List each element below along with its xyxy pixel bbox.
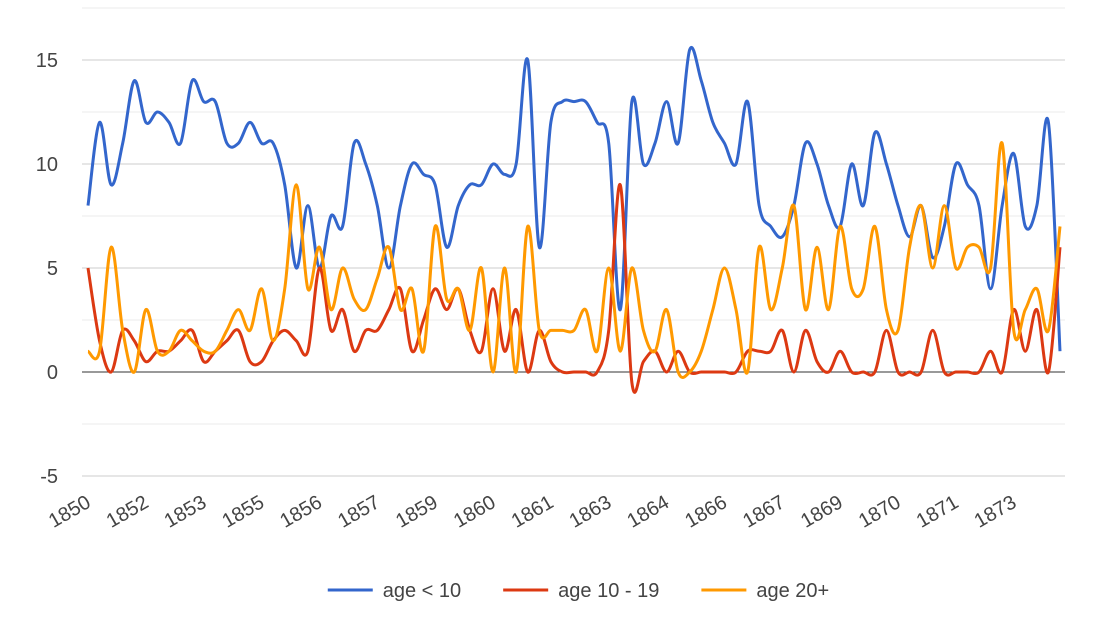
x-tick-label: 1853 — [161, 491, 211, 532]
x-tick-label: 1871 — [913, 491, 963, 532]
x-tick-label: 1855 — [219, 491, 269, 532]
x-tick-label: 1861 — [508, 491, 558, 532]
x-tick-label: 1856 — [276, 491, 326, 532]
legend-label: age 20+ — [756, 580, 829, 602]
x-tick-label: 1852 — [103, 491, 153, 532]
x-tick-label: 1859 — [392, 491, 442, 532]
x-tick-label: 1857 — [334, 491, 384, 532]
series-line — [86, 183, 1062, 394]
legend: age < 10 age 10 - 19 age 20+ — [327, 580, 829, 602]
x-tick-label: 1866 — [681, 491, 731, 532]
x-tick-label: 1867 — [739, 491, 789, 532]
x-tick-label: 1864 — [624, 491, 674, 532]
series-line — [86, 141, 1062, 379]
legend-label: age < 10 — [383, 580, 461, 602]
x-tick-label: 1860 — [450, 491, 500, 532]
y-tick-label: 5 — [47, 258, 58, 280]
y-tick-label: 15 — [36, 50, 58, 72]
legend-label: age 10 - 19 — [558, 580, 659, 602]
x-tick-label: 1870 — [855, 491, 905, 532]
y-tick-label: 0 — [47, 362, 58, 384]
y-tick-label: -5 — [40, 466, 58, 488]
y-tick-label: 10 — [36, 154, 58, 176]
x-tick-label: 1863 — [566, 491, 616, 532]
series-line — [86, 45, 1062, 352]
x-tick-label: 1869 — [797, 491, 847, 532]
x-tick-label: 1873 — [971, 491, 1021, 532]
x-tick-label: 1850 — [45, 491, 95, 532]
